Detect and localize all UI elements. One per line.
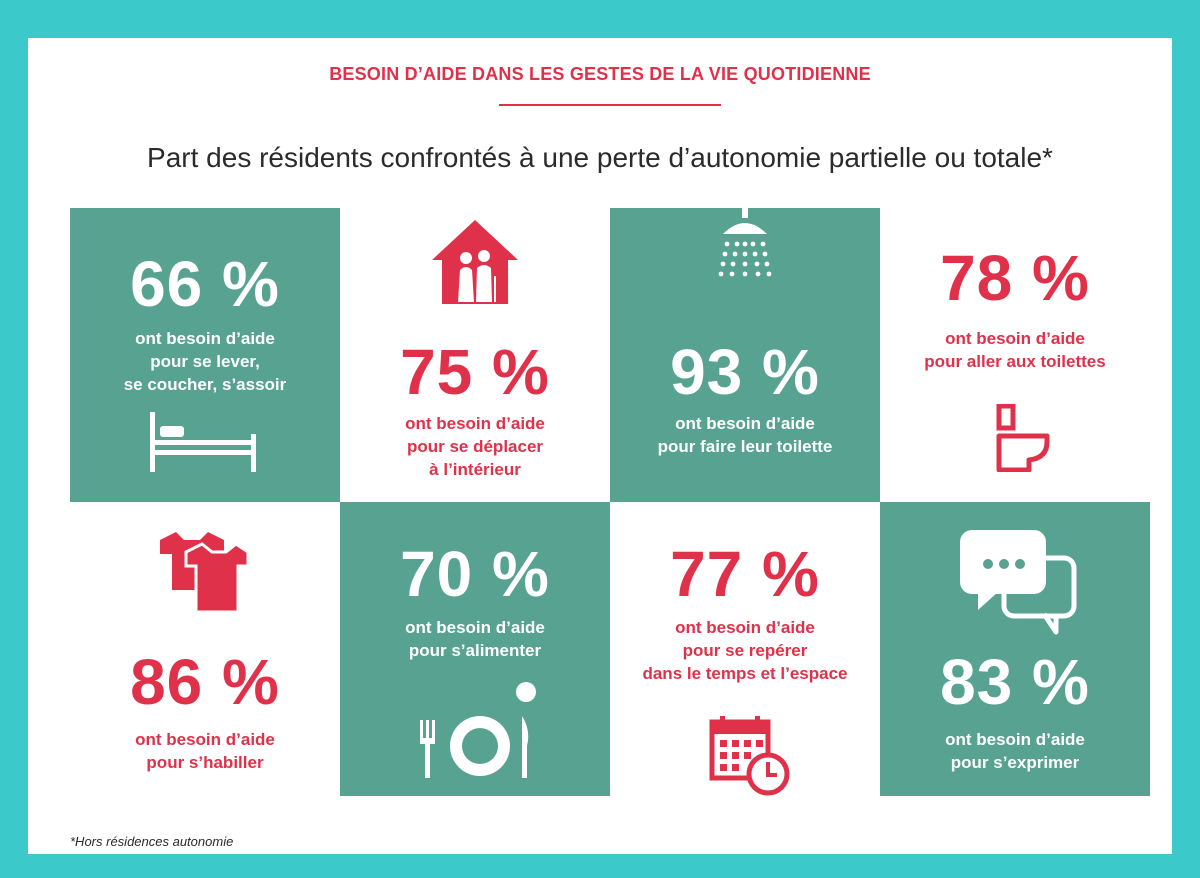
shower-icon bbox=[718, 208, 772, 277]
tile-percent: 93 % bbox=[670, 336, 820, 408]
tile-percent: 66 % bbox=[130, 248, 280, 320]
infographic-card: BESOIN D’AIDE DANS LES GESTES DE LA VIE … bbox=[28, 38, 1172, 854]
infographic-subtitle: Part des résidents confrontés à une pert… bbox=[147, 142, 1053, 173]
tile-description: ont besoin d’aide pour aller aux toilett… bbox=[924, 329, 1106, 371]
tile-percent: 75 % bbox=[400, 336, 550, 408]
speech-bubbles-icon bbox=[960, 530, 1077, 635]
section-heading: BESOIN D’AIDE DANS LES GESTES DE LA VIE … bbox=[329, 64, 871, 84]
plate-cutlery-icon bbox=[420, 682, 536, 778]
tile-description: ont besoin d’aide pour se lever, se couc… bbox=[123, 329, 287, 394]
tile-habiller: 86 % ont besoin d’aide pour s’habiller bbox=[70, 502, 340, 796]
tile-description: ont besoin d’aide pour s’exprimer bbox=[945, 730, 1085, 772]
tile-percent: 70 % bbox=[400, 538, 550, 610]
clothes-icon bbox=[160, 532, 250, 614]
tile-reperer: 77 % ont besoin d’aide pour se repérer d… bbox=[610, 502, 880, 796]
tile-description: ont besoin d’aide pour s’alimenter bbox=[405, 618, 545, 660]
footnote: *Hors résidences autonomie bbox=[70, 834, 234, 849]
heading-underline bbox=[499, 104, 721, 106]
tile-percent: 77 % bbox=[670, 538, 820, 610]
tile-description: ont besoin d’aide pour faire leur toilet… bbox=[657, 414, 833, 456]
tile-percent: 83 % bbox=[940, 646, 1090, 718]
tile-description: ont besoin d’aide pour se déplacer à l’i… bbox=[405, 414, 545, 479]
toilet-icon bbox=[996, 404, 1050, 472]
calendar-clock-icon bbox=[709, 716, 790, 796]
tile-deplacer: 75 % ont besoin d’aide pour se déplacer … bbox=[340, 208, 610, 502]
tile-description: ont besoin d’aide pour s’habiller bbox=[135, 730, 275, 772]
tile-description: ont besoin d’aide pour se repérer dans l… bbox=[642, 618, 848, 683]
tile-lever-coucher: 66 % ont besoin d’aide pour se lever, se… bbox=[70, 208, 340, 502]
bed-icon bbox=[150, 412, 256, 472]
tile-toilettes: 78 % ont besoin d’aide pour aller aux to… bbox=[880, 208, 1150, 502]
tile-exprimer: 83 % ont besoin d’aide pour s’exprimer bbox=[880, 502, 1150, 796]
tile-percent: 78 % bbox=[940, 242, 1090, 314]
tile-percent: 86 % bbox=[130, 646, 280, 718]
tile-toilette: 93 % ont besoin d’aide pour faire leur t… bbox=[610, 208, 880, 502]
house-elderly-icon bbox=[432, 220, 518, 304]
tile-alimenter: 70 % ont besoin d’aide pour s’alimenter bbox=[340, 502, 610, 796]
